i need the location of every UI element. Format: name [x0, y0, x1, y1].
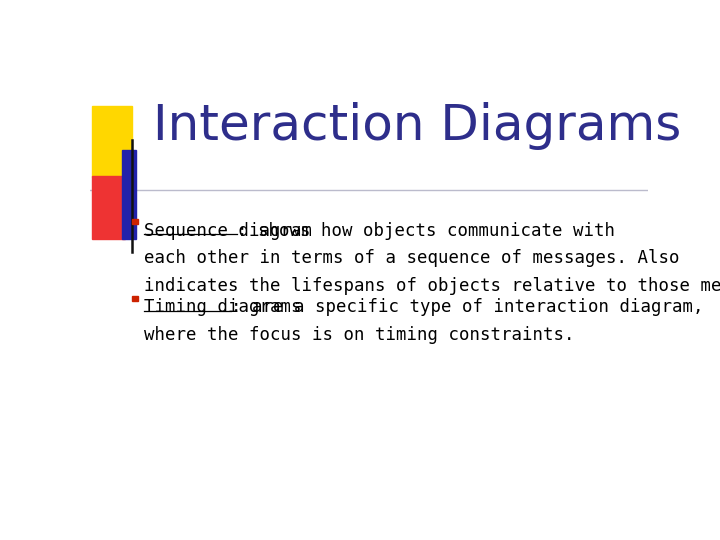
Bar [132, 219, 138, 224]
Text: each other in terms of a sequence of messages. Also: each other in terms of a sequence of mes… [144, 249, 680, 267]
Text: where the focus is on timing constraints.: where the focus is on timing constraints… [144, 326, 575, 345]
Bar [92, 176, 125, 239]
Bar [132, 296, 138, 301]
Text: : are a specific type of interaction diagram,: : are a specific type of interaction dia… [231, 299, 704, 316]
Bar [122, 150, 136, 239]
Bar [92, 106, 132, 177]
Text: : shows how objects communicate with: : shows how objects communicate with [237, 221, 615, 240]
Text: Timing diagrams: Timing diagrams [144, 299, 302, 316]
Text: Sequence diagram: Sequence diagram [144, 221, 312, 240]
Text: indicates the lifespans of objects relative to those messages.: indicates the lifespans of objects relat… [144, 277, 720, 295]
Text: Interaction Diagrams: Interaction Diagrams [153, 102, 681, 150]
